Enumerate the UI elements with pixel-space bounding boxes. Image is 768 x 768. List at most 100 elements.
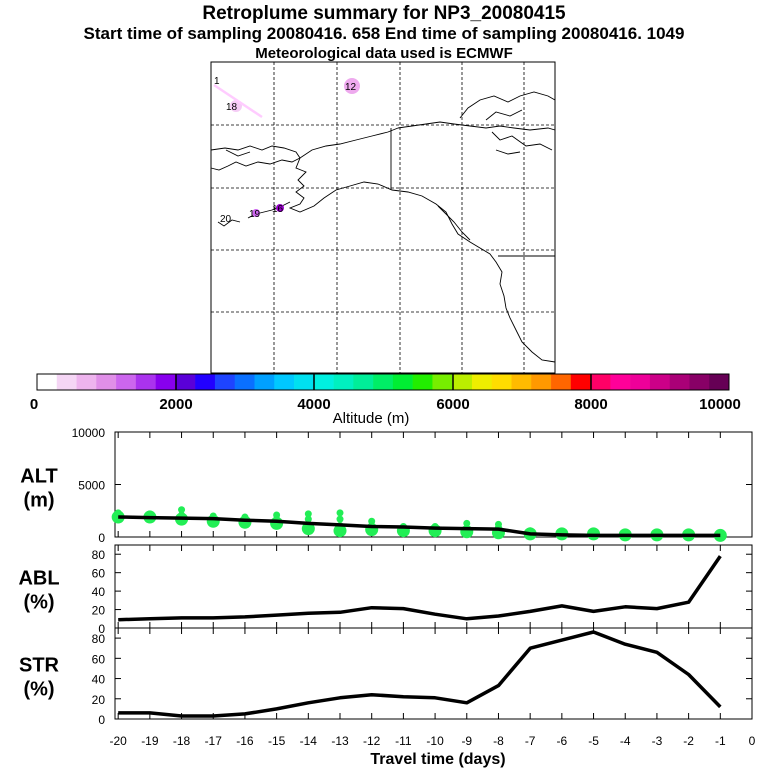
x-axis-label: Travel time (days) [370,751,505,768]
chart-title: Retroplume summary for NP3_20080415 [202,3,566,24]
altitude-marker [273,511,281,519]
colorbar-swatch [491,374,512,390]
colorbar-swatch [254,374,275,390]
y-tick-label: 60 [92,652,106,666]
altitude-marker [463,519,471,527]
x-axis: -20 -19 -18 -17 -16 -15 -14 -13 -12 -11 -10 -9 -8 -7-… [109,734,755,768]
x-tick-label: 0 [749,734,756,748]
x-tick-label: -14 [300,734,318,748]
colorbar-swatch [294,374,315,390]
colorbar-swatch [452,374,473,390]
x-tick-label: -18 [173,734,191,748]
panel-ylabel: (%) [23,592,54,614]
colorbar-swatch [234,374,255,390]
altitude-marker [336,515,344,523]
panel-ylabel: (m) [23,490,54,512]
colorbar-swatch [511,374,532,390]
colorbar-label: Altitude (m) [333,410,410,427]
colorbar-swatch [689,374,710,390]
colorbar-swatch [116,374,137,390]
time-series-panels: 0500010000ALT(m)020406080ABL(%)020406080… [18,426,753,727]
x-tick-label: -1 [715,734,726,748]
x-tick-label: -17 [205,734,223,748]
colorbar-swatch [570,374,591,390]
sampling-time-line: Start time of sampling 20080416. 658 End… [83,24,685,43]
colorbar-swatch [551,374,572,390]
colorbar-swatch [313,374,334,390]
x-tick-label: -9 [461,734,472,748]
altitude-marker [713,528,727,542]
y-tick-label: 40 [92,673,106,687]
colorbar-swatch [432,374,453,390]
colorbar: 0 2000 4000 6000 8000 10000 Altitude (m) [30,373,741,427]
colorbar-swatch [37,374,58,390]
colorbar-tick-label: 8000 [574,396,607,413]
altitude-marker [333,524,347,538]
colorbar-swatch [590,374,611,390]
altitude-marker [494,520,502,528]
altitude-marker [114,509,122,517]
plume-label: 20 [220,214,232,225]
x-tick-label: -19 [141,734,159,748]
panel-alt: 0 5000 10000 ALT(m) [20,426,753,545]
colorbar-swatch [175,374,196,390]
plume-labels: 1 12 18 20 19 16 [214,76,357,225]
x-tick-label: -12 [363,734,381,748]
x-tick-label: -3 [652,734,663,748]
colorbar-swatch [333,374,354,390]
colorbar-frame [36,373,730,391]
y-tick-label: 10000 [72,426,106,440]
colorbar-swatch [96,374,117,390]
y-tick-label: 5000 [78,479,105,493]
y-tick-label: 0 [98,713,105,727]
colorbar-tick-label: 2000 [159,396,192,413]
x-tick-label: -15 [268,734,286,748]
x-tick-label: -16 [236,734,254,748]
y-tick-label: 40 [92,585,106,599]
met-data-line: Meteorological data used is ECMWF [255,45,513,62]
colorbar-swatch [353,374,374,390]
x-tick-label: -8 [493,734,504,748]
y-tick-label: 80 [92,548,106,562]
x-tick-label: -2 [683,734,694,748]
colorbar-tick-label: 4000 [297,396,330,413]
plume-label: 18 [226,102,238,113]
x-tick-label: -20 [109,734,127,748]
colorbar-swatch [649,374,670,390]
colorbar-swatch [214,374,236,390]
colorbar-swatch [135,374,156,390]
altitude-marker [146,510,154,518]
plume-label: 16 [272,204,284,215]
y-tick-label: 80 [92,632,106,646]
colorbar-tick-label: 6000 [436,396,469,413]
panel-ylabel: STR [19,655,60,677]
y-tick-label: 20 [92,604,106,618]
altitude-marker [304,510,312,518]
plume-markers [213,78,360,217]
colorbar-swatch [610,374,631,390]
series-line-str [118,630,722,718]
panel-ylabel: ALT [20,466,57,488]
colorbar-tick-label: 10000 [699,396,741,413]
colorbar-swatch [471,374,493,390]
colorbar-swatch [373,374,394,390]
plume-label: 19 [249,209,261,220]
y-tick-label: 20 [92,693,106,707]
y-tick-label: 0 [98,531,105,545]
colorbar-tick-label: 0 [30,396,38,413]
x-tick-label: -10 [426,734,444,748]
plume-label: 1 [214,76,220,87]
x-tick-label: -13 [331,734,349,748]
colorbar-swatch [531,374,552,390]
colorbar-swatch [392,374,413,390]
plume-label: 12 [345,82,357,93]
map-gridlines [211,62,555,373]
panel-ylabel: (%) [23,679,54,701]
altitude-marker [178,506,186,514]
panel-frame [114,627,753,720]
panel-abl: 0 20 40 60 80 ABL(%) [18,544,753,636]
colorbar-swatch [669,374,690,390]
series-line-alt [118,515,721,538]
x-tick-label: -5 [588,734,599,748]
